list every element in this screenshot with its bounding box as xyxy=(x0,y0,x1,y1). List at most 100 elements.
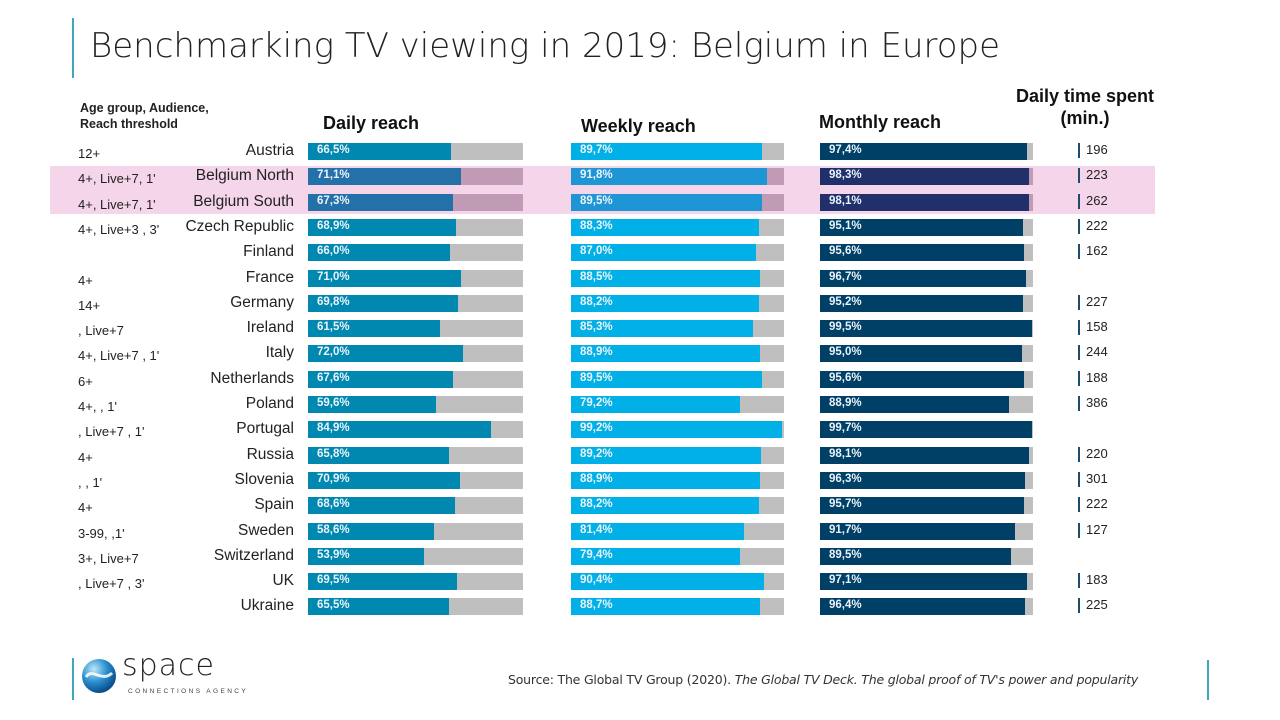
weekly-reach-bar-track: 79,4% xyxy=(571,547,784,565)
time-spent-value: 301 xyxy=(1086,470,1108,486)
weekly-reach-bar-track: 89,2% xyxy=(571,446,784,464)
daily-reach-bar xyxy=(308,547,424,565)
daily-reach-bar-track: 72,0% xyxy=(308,345,523,363)
time-spent-bar xyxy=(1078,573,1080,589)
weekly-reach-bar xyxy=(571,345,761,363)
row-meta-label: 4+, Live+7, 1' xyxy=(78,171,156,187)
country-label: Netherlands xyxy=(210,369,294,387)
row-meta-label: , Live+7 xyxy=(78,323,124,339)
time-spent-bar xyxy=(1078,522,1080,538)
country-label: Austria xyxy=(245,142,294,159)
daily-reach-bar xyxy=(308,294,459,312)
daily-reach-bar xyxy=(308,421,491,439)
monthly-reach-bar xyxy=(820,573,1027,591)
daily-reach-bar-track: 58,6% xyxy=(308,522,523,540)
daily-reach-data-label: 69,8% xyxy=(317,295,350,308)
row-meta-label: 3-99, ,1' xyxy=(78,525,125,541)
time-spent-bar xyxy=(1078,396,1080,411)
monthly-reach-bar-track: 97,4% xyxy=(820,143,1033,160)
time-spent-bar xyxy=(1078,168,1080,184)
weekly-reach-bar-track: 85,3% xyxy=(571,320,784,338)
weekly-reach-bar-track: 90,4% xyxy=(571,573,784,591)
time-spent-bar xyxy=(1078,370,1080,386)
weekly-reach-bar-track: 88,9% xyxy=(571,345,784,363)
weekly-reach-data-label: 88,2% xyxy=(580,295,613,308)
row-meta-label: 6+ xyxy=(78,373,93,389)
country-label: Germany xyxy=(230,293,294,311)
country-label: Sweden xyxy=(237,521,294,539)
daily-reach-data-label: 72,0% xyxy=(317,346,350,359)
time-spent-value: 262 xyxy=(1086,192,1108,208)
daily-reach-data-label: 68,6% xyxy=(317,498,350,511)
monthly-reach-data-label: 95,6% xyxy=(829,371,862,384)
daily-reach-bar xyxy=(308,598,449,616)
monthly-reach-bar-track: 96,7% xyxy=(820,269,1033,287)
weekly-reach-data-label: 85,3% xyxy=(580,321,613,334)
source-title: The Global TV Deck. The global proof of … xyxy=(734,672,1139,687)
monthly-reach-bar-track: 89,5% xyxy=(820,547,1033,565)
weekly-reach-bar-track: 88,9% xyxy=(571,471,784,489)
weekly-reach-bar xyxy=(571,218,760,236)
monthly-reach-bar xyxy=(820,168,1030,186)
time-spent-value: 223 xyxy=(1086,167,1108,183)
weekly-reach-bar-track: 88,2% xyxy=(571,497,784,515)
weekly-reach-bar xyxy=(571,320,753,338)
daily-reach-bar-track: 84,9% xyxy=(308,421,523,439)
weekly-reach-bar xyxy=(571,497,759,515)
monthly-reach-data-label: 97,4% xyxy=(829,144,862,156)
daily-reach-bar xyxy=(308,244,450,262)
daily-reach-bar-track: 70,9% xyxy=(308,471,523,489)
daily-reach-bar-track: 71,1% xyxy=(308,168,523,186)
country-label: Belgium South xyxy=(193,192,294,210)
monthly-reach-bar-track: 95,6% xyxy=(820,370,1033,388)
daily-reach-bar-track: 65,5% xyxy=(308,598,523,616)
monthly-reach-bar-track: 98,1% xyxy=(820,446,1033,464)
weekly-reach-bar xyxy=(571,522,745,540)
row-meta-label: 4+, Live+3 , 3' xyxy=(78,221,160,237)
country-label: Czech Republic xyxy=(185,217,294,235)
daily-reach-data-label: 68,9% xyxy=(317,219,350,232)
daily-reach-data-label: 71,1% xyxy=(317,169,350,182)
weekly-reach-data-label: 89,7% xyxy=(580,144,613,156)
country-label: France xyxy=(245,268,294,286)
weekly-reach-bar xyxy=(571,446,761,464)
daily-reach-data-label: 53,9% xyxy=(317,548,350,561)
time-spent-bar xyxy=(1078,294,1080,310)
monthly-reach-data-label: 99,5% xyxy=(829,321,862,334)
monthly-reach-bar-track: 99,7% xyxy=(820,421,1033,439)
weekly-reach-bar-track: 88,5% xyxy=(571,269,784,287)
weekly-reach-bar-track: 91,8% xyxy=(571,168,784,186)
monthly-reach-bar xyxy=(820,218,1023,236)
monthly-reach-bar xyxy=(820,598,1026,616)
weekly-reach-data-label: 88,7% xyxy=(580,599,613,612)
monthly-reach-bar xyxy=(820,522,1016,540)
monthly-reach-bar-track: 98,1% xyxy=(820,193,1033,211)
weekly-reach-data-label: 89,2% xyxy=(580,447,613,460)
daily-reach-bar xyxy=(308,193,453,211)
time-spent-bar xyxy=(1078,320,1080,336)
meta-header-line1: Age group, Audience, xyxy=(80,101,209,115)
country-label: Finland xyxy=(243,243,294,261)
weekly-reach-bar-track: 88,3% xyxy=(571,218,784,236)
monthly-reach-data-label: 96,4% xyxy=(829,599,862,612)
weekly-reach-data-label: 88,9% xyxy=(580,346,613,359)
row-meta-label: 4+ xyxy=(78,500,93,516)
monthly-reach-data-label: 98,1% xyxy=(829,447,862,460)
weekly-reach-data-label: 88,2% xyxy=(580,498,613,511)
monthly-reach-bar xyxy=(820,370,1024,388)
time-spent-value: 162 xyxy=(1086,243,1108,259)
daily-reach-bar-track: 67,3% xyxy=(308,193,523,211)
title-accent-line xyxy=(72,18,74,78)
row-meta-label: 4+, Live+7 , 1' xyxy=(78,348,160,364)
logo-accent-line xyxy=(72,658,74,700)
daily-reach-bar-track: 65,8% xyxy=(308,446,523,464)
weekly-reach-data-label: 89,5% xyxy=(580,371,613,384)
monthly-reach-bar xyxy=(820,446,1029,464)
monthly-reach-bar-track: 95,1% xyxy=(820,218,1033,236)
monthly-reach-data-label: 95,7% xyxy=(829,498,862,511)
monthly-reach-data-label: 91,7% xyxy=(829,523,862,536)
monthly-reach-bar xyxy=(820,193,1029,211)
meta-column-header: Age group, Audience, Reach threshold xyxy=(80,100,209,132)
time-spent-value: 244 xyxy=(1086,344,1108,360)
monthly-reach-bar-track: 95,7% xyxy=(820,497,1033,515)
